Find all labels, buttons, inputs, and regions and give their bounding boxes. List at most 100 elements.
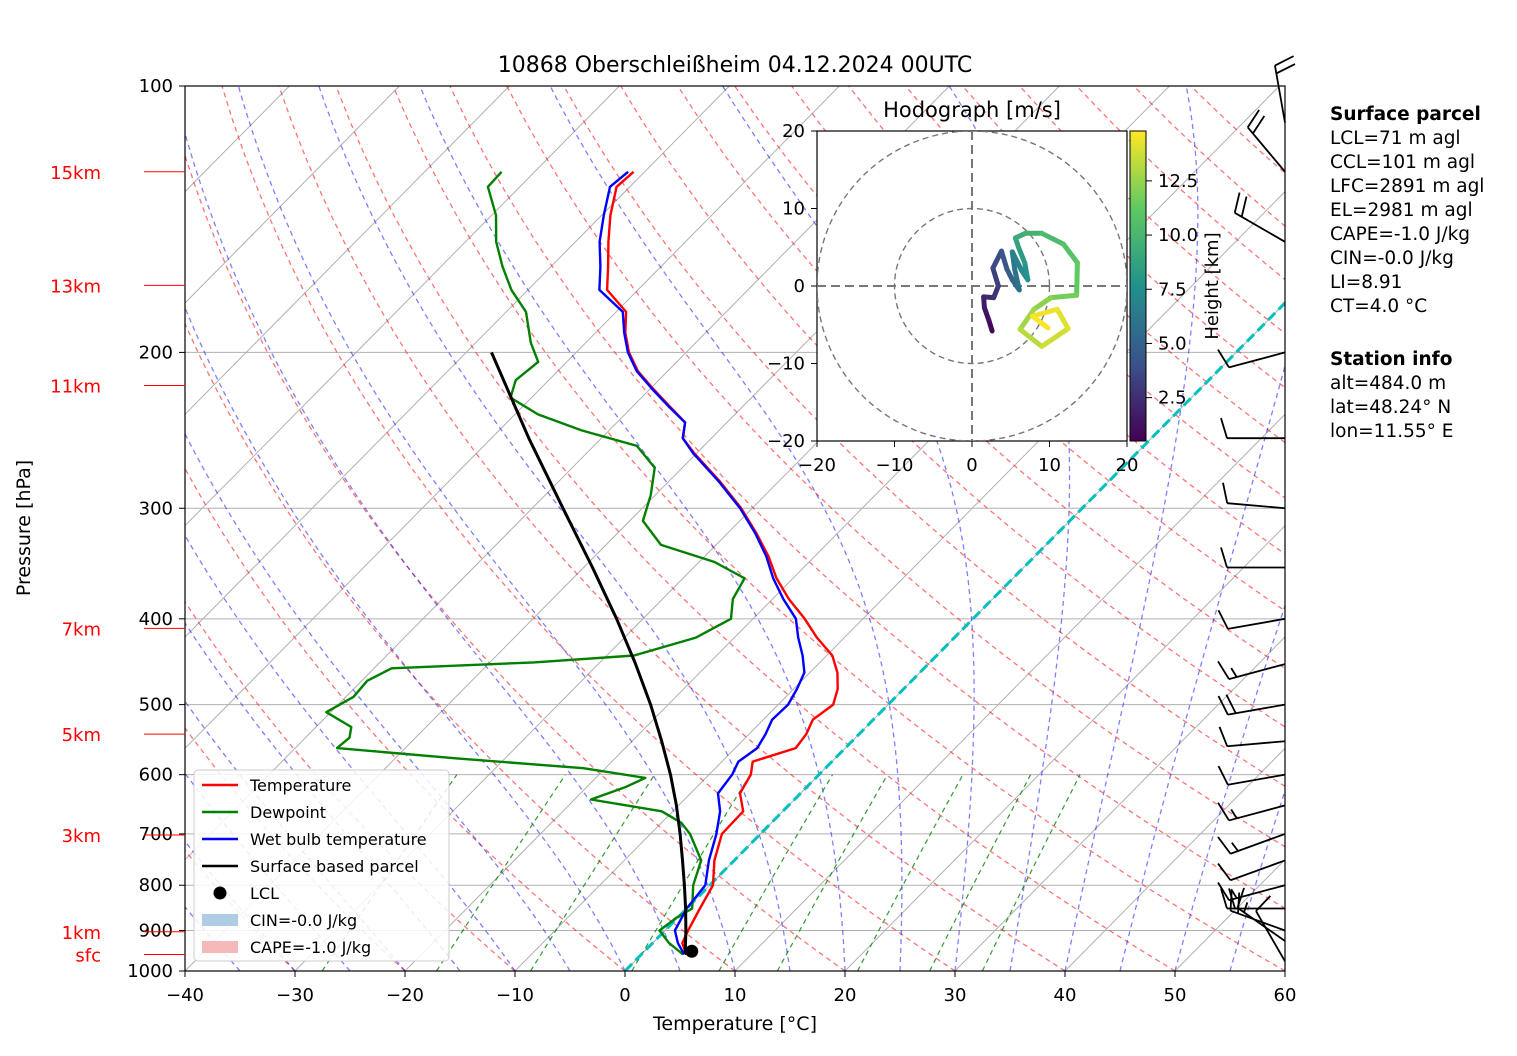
y-tick-label: 500 <box>139 695 173 716</box>
wind-barb <box>1217 349 1286 369</box>
wind-barb-feather <box>1237 892 1241 914</box>
x-tick-label: −10 <box>496 985 534 1006</box>
wind-barb-feather <box>1220 888 1228 909</box>
colorbar-tick-label: 12.5 <box>1158 171 1198 192</box>
moist-adiabat <box>185 130 681 971</box>
surface-parcel-lfc: LFC=2891 m agl <box>1330 176 1485 197</box>
isobar-lines <box>185 86 1285 971</box>
station-altitude: alt=484.0 m <box>1330 373 1447 394</box>
hodograph-segment <box>1017 306 1037 332</box>
wind-barb <box>1217 660 1286 680</box>
isotherm-line <box>844 524 1285 971</box>
wind-barb <box>1217 694 1286 716</box>
dry-adiabat <box>449 86 1285 909</box>
mixing-ratio-line <box>929 774 1032 971</box>
freezing-level-line <box>623 300 1285 971</box>
hodograph-x-tick-label: −10 <box>876 455 914 476</box>
moist-adiabat <box>185 432 571 971</box>
station-longitude: lon=11.55° E <box>1330 421 1454 442</box>
wind-barb <box>1218 726 1286 748</box>
wind-barb-feather <box>1222 482 1229 504</box>
hodograph-segment <box>1054 306 1071 332</box>
hodograph-segment <box>998 248 1010 272</box>
x-tick-label: −30 <box>276 985 314 1006</box>
legend: Temperature Dewpoint Wet bulb temperature S… <box>193 769 450 962</box>
series-wet-bulb-temperature <box>598 170 806 956</box>
isotherm-line <box>185 86 620 527</box>
wind-barb-staff <box>1230 859 1286 882</box>
wind-barb-staff <box>1228 804 1286 822</box>
x-tick-label: 60 <box>1274 985 1297 1006</box>
wind-barb-staff <box>1230 909 1286 932</box>
wind-barb-staff <box>1230 833 1286 855</box>
height-label: 11km <box>50 377 101 398</box>
isotherm-line <box>954 636 1285 971</box>
x-axis-ticks: −40 −30 −20 −10 0 10 20 30 40 50 60 <box>166 971 1296 1006</box>
wind-barb-feather <box>1274 55 1294 67</box>
wind-barb-feather <box>1275 63 1296 75</box>
wind-barb-feather <box>1217 765 1229 786</box>
wind-barb-half-feather <box>1230 809 1238 819</box>
y-tick-label: 800 <box>139 875 173 896</box>
hodograph-y-tick-label: 10 <box>782 199 805 220</box>
wind-barb <box>1217 609 1286 630</box>
legend-swatch <box>202 914 238 926</box>
moist-adiabat <box>185 906 241 971</box>
dry-adiabat <box>335 86 1176 971</box>
wind-barb-feather <box>1220 417 1228 439</box>
y-tick-label: 900 <box>139 921 173 942</box>
hodograph-ticks: −20 −20 −10 −10 0 0 10 10 20 20 <box>767 121 1138 476</box>
hodograph-x-tick-label: 0 <box>966 455 977 476</box>
legend-label: Wet bulb temperature <box>250 830 427 849</box>
x-tick-label: 40 <box>1054 985 1077 1006</box>
dry-adiabat <box>185 322 736 971</box>
hodograph-title: Hodograph [m/s] <box>883 98 1061 122</box>
wind-barb-feather <box>1217 695 1229 716</box>
wind-barb-feather <box>1217 802 1230 821</box>
series-dewpoint <box>325 170 746 956</box>
moist-adiabat <box>1119 363 1285 971</box>
hodograph-y-tick-label: 20 <box>782 121 805 142</box>
legend-label: Surface based parcel <box>250 857 419 876</box>
surface-parcel-cin: CIN=-0.0 J/kg <box>1330 248 1454 269</box>
wind-barb <box>1217 765 1286 786</box>
legend-swatch <box>213 886 227 900</box>
wind-barbs <box>1217 55 1296 962</box>
height-label: sfc <box>75 946 101 967</box>
isotherm-line <box>185 86 510 416</box>
surface-parcel-ccl: CCL=101 m agl <box>1330 152 1475 173</box>
wind-barb-half-feather <box>1231 842 1239 852</box>
wind-barb-staff <box>1274 65 1286 123</box>
dry-adiabat <box>221 86 956 971</box>
surface-parcel-li: LI=8.91 <box>1330 272 1403 293</box>
wind-barb-feather <box>1218 726 1229 747</box>
colorbar-ticks: 2.5 5.0 7.5 10.0 12.5 <box>1146 171 1198 409</box>
wind-barb-feather <box>1220 547 1228 568</box>
mixing-ratio-line <box>776 774 888 971</box>
hodograph-segment <box>1012 266 1022 293</box>
wind-barb-feather <box>1225 694 1237 714</box>
wind-barb-feather <box>1217 836 1232 855</box>
hodograph-plot <box>817 131 1127 441</box>
y-tick-label: 400 <box>139 609 173 630</box>
moist-adiabat <box>185 621 461 971</box>
hodograph-colorbar <box>1129 130 1147 442</box>
y-tick-label: 1000 <box>127 961 173 982</box>
x-tick-label: 0 <box>619 985 630 1006</box>
wind-barb-feather <box>1217 349 1230 368</box>
height-label: 5km <box>62 725 101 746</box>
hodograph-segment <box>1039 326 1071 349</box>
height-label: 3km <box>62 826 101 847</box>
wind-barb <box>1233 192 1286 243</box>
hodograph-segment <box>1039 230 1066 247</box>
isotherm-line <box>734 413 1285 971</box>
mixing-ratio-line <box>530 774 656 971</box>
dry-adiabat <box>848 86 1285 499</box>
isotherm-line <box>1064 747 1285 971</box>
legend-label: LCL <box>250 884 279 903</box>
moist-adiabat <box>1174 603 1285 971</box>
x-tick-label: 50 <box>1164 985 1187 1006</box>
wind-barb-half-feather <box>1243 902 1249 913</box>
